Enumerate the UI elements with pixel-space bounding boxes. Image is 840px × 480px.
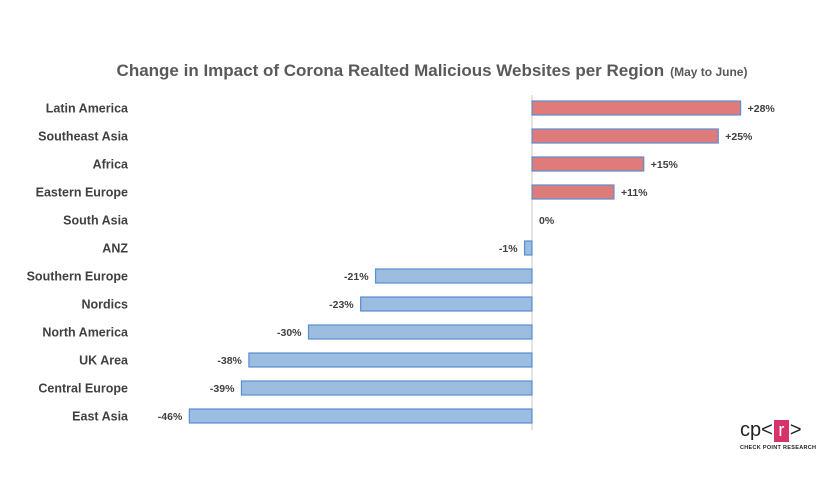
bar-anz xyxy=(523,240,533,256)
category-label-uk-area: UK Area xyxy=(79,354,129,368)
value-label-eastern-europe: +11% xyxy=(621,187,648,199)
bar-central-europe xyxy=(240,380,533,396)
logo-mark: cp< r > xyxy=(740,420,804,442)
value-label-anz: -1% xyxy=(499,243,518,255)
value-label-southeast-asia: +25% xyxy=(725,131,753,143)
category-label-latin-america: Latin America xyxy=(46,102,129,116)
bar-north-america xyxy=(307,324,533,340)
logo-caption: CHECK POINT RESEARCH xyxy=(740,445,817,451)
category-label-southeast-asia: Southeast Asia xyxy=(38,130,129,144)
bar-southeast-asia xyxy=(531,128,719,144)
bar-eastern-europe xyxy=(531,184,615,200)
category-label-nordics: Nordics xyxy=(81,298,128,312)
chart-subtitle: (May to June) xyxy=(670,65,747,79)
value-label-latin-america: +28% xyxy=(748,103,776,115)
value-label-uk-area: -38% xyxy=(217,355,242,367)
category-label-central-europe: Central Europe xyxy=(38,382,128,396)
category-label-south-asia: South Asia xyxy=(63,214,129,228)
bar-uk-area xyxy=(248,352,533,368)
category-label-southern-europe: Southern Europe xyxy=(27,270,128,284)
check-point-research-logo: cp< r > CHECK POINT RESEARCH xyxy=(740,420,817,451)
category-label-eastern-europe: Eastern Europe xyxy=(36,186,128,200)
bar-latin-america xyxy=(531,100,742,116)
value-label-southern-europe: -21% xyxy=(344,271,369,283)
category-label-africa: Africa xyxy=(93,158,129,172)
chart-title: Change in Impact of Corona Realted Malic… xyxy=(117,61,748,80)
logo-cp-text: cp xyxy=(740,419,762,441)
value-label-africa: +15% xyxy=(651,159,679,171)
category-label-anz: ANZ xyxy=(102,242,128,256)
value-label-east-asia: -46% xyxy=(158,411,183,423)
bar-group: Latin America +28% Southeast Asia +25% Afric… xyxy=(27,100,776,424)
category-label-east-asia: East Asia xyxy=(72,410,129,424)
logo-open-bracket: < xyxy=(761,419,773,441)
value-label-central-europe: -39% xyxy=(210,383,235,395)
category-label-north-america: North America xyxy=(42,326,129,340)
bar-africa xyxy=(531,156,645,172)
bar-southern-europe xyxy=(374,268,533,284)
chart-title-main: Change in Impact of Corona Realted Malic… xyxy=(117,61,665,80)
value-label-nordics: -23% xyxy=(329,299,354,311)
logo-r-box: r xyxy=(773,420,789,442)
logo-close-bracket: > xyxy=(789,419,802,441)
bar-east-asia xyxy=(188,408,533,424)
value-label-south-asia: 0% xyxy=(539,215,555,227)
bar-nordics xyxy=(360,296,533,312)
value-label-north-america: -30% xyxy=(277,327,302,339)
